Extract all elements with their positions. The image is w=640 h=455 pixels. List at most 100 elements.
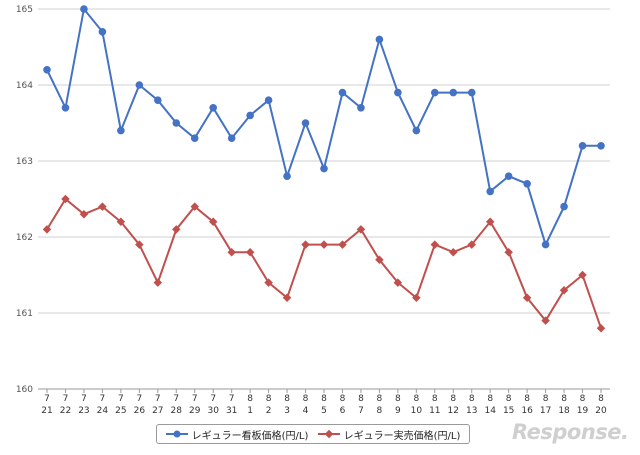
x-tick-day: 7 [358, 406, 364, 416]
y-tick-label: 160 [16, 385, 33, 395]
x-tick-month: 8 [395, 394, 401, 404]
x-tick-day: 8 [377, 406, 383, 416]
data-point [541, 240, 550, 249]
data-point [578, 270, 587, 280]
x-tick-month: 8 [450, 394, 456, 404]
series-line-2 [46, 197, 602, 329]
data-point [61, 194, 70, 204]
x-tick-day: 1 [247, 406, 253, 416]
legend-label-2: レギュラー実売価格(円/L) [343, 430, 461, 442]
y-tick-label: 161 [16, 309, 33, 319]
data-point [449, 88, 458, 97]
legend-label-1: レギュラー看板価格(円/L) [191, 430, 309, 442]
data-point [338, 240, 347, 249]
data-point [338, 88, 347, 97]
series-line-1 [46, 6, 601, 248]
x-tick-month: 8 [598, 394, 604, 404]
x-tick-day: 26 [134, 406, 146, 416]
x-tick-day: 17 [540, 406, 551, 416]
data-point [42, 225, 52, 234]
x-tick-day: 16 [521, 406, 533, 416]
data-point [504, 247, 513, 257]
y-axis-ticks: 160 161 162 163 164 165 [16, 5, 33, 395]
x-tick-day: 14 [484, 406, 496, 416]
data-point [541, 316, 550, 325]
x-tick-month: 8 [413, 394, 419, 404]
x-tick-month: 8 [432, 394, 438, 404]
x-tick-day: 10 [411, 406, 423, 416]
x-tick-day: 23 [78, 406, 89, 416]
data-point [393, 278, 403, 287]
data-point [190, 202, 199, 211]
data-point [412, 293, 421, 303]
x-tick-month: 7 [63, 394, 69, 404]
data-point [523, 180, 531, 188]
data-point [430, 240, 440, 249]
data-point [135, 81, 144, 89]
x-tick-month: 8 [580, 394, 586, 404]
data-point [227, 247, 236, 257]
response-watermark-logo: Response. [512, 420, 629, 444]
x-tick-month: 7 [136, 394, 142, 404]
data-point [504, 172, 513, 180]
data-point [246, 111, 254, 120]
x-tick-month: 7 [229, 394, 235, 404]
x-tick-day: 30 [207, 406, 219, 416]
x-tick-day: 22 [60, 406, 71, 416]
data-point [320, 164, 328, 173]
data-point [135, 240, 144, 249]
x-tick-month: 8 [321, 394, 327, 404]
data-point [154, 96, 162, 104]
data-point [245, 247, 255, 257]
data-point [485, 217, 495, 227]
x-tick-day: 9 [395, 406, 401, 416]
legend: レギュラー看板価格(円/L) レギュラー実売価格(円/L) [156, 424, 470, 444]
x-tick-month: 8 [469, 394, 475, 404]
data-point [319, 240, 329, 249]
data-point [467, 88, 476, 97]
data-point [264, 278, 273, 287]
x-tick-month: 7 [210, 394, 216, 404]
data-point [560, 202, 568, 211]
x-tick-day: 12 [448, 406, 459, 416]
data-point [208, 217, 218, 227]
data-point [43, 66, 51, 74]
data-point [172, 225, 181, 234]
data-point [356, 225, 366, 234]
data-point [79, 209, 89, 219]
x-tick-day: 18 [558, 406, 570, 416]
data-point [209, 104, 217, 112]
data-point [301, 240, 310, 249]
legend-swatch-1 [165, 430, 188, 438]
data-point [283, 172, 291, 180]
data-point [596, 323, 606, 333]
x-tick-month: 8 [487, 394, 493, 404]
x-tick-day: 19 [577, 406, 589, 416]
x-tick-month: 8 [266, 394, 272, 404]
data-point [375, 35, 384, 44]
x-tick-day: 4 [303, 406, 309, 416]
x-tick-month: 7 [173, 394, 179, 404]
x-tick-day: 2 [266, 406, 272, 416]
data-point [467, 240, 476, 249]
data-point [412, 126, 421, 135]
x-tick-month: 7 [44, 394, 50, 404]
data-point [80, 5, 88, 13]
data-point [597, 142, 605, 150]
data-point [486, 187, 495, 196]
x-tick-month: 8 [561, 394, 567, 404]
data-point [357, 104, 365, 112]
data-point [578, 142, 587, 150]
x-tick-day: 6 [340, 406, 346, 416]
x-tick-month: 8 [377, 394, 383, 404]
x-tick-day: 20 [595, 406, 607, 416]
x-tick-month: 8 [340, 394, 346, 404]
data-point [394, 88, 402, 97]
data-point [431, 88, 439, 97]
y-tick-label: 165 [16, 5, 33, 15]
x-tick-day: 13 [466, 406, 477, 416]
x-tick-day: 15 [503, 406, 514, 416]
legend-swatch-2 [317, 429, 340, 439]
x-tick-month: 7 [118, 394, 124, 404]
